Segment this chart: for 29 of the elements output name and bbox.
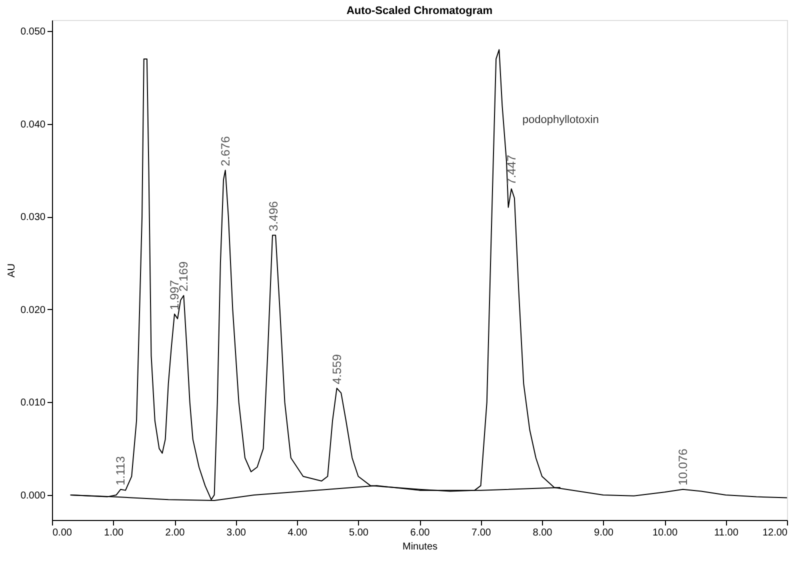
x-tick-label: 3.00 <box>226 528 246 538</box>
x-tick-label: 7.00 <box>472 528 492 538</box>
y-tick-label: 0.030 <box>20 212 46 224</box>
y-tick-label: 0.040 <box>20 119 46 130</box>
annotation: podophyllotoxin <box>522 114 599 126</box>
x-tick-label: 4.00 <box>288 528 308 538</box>
x-tick-label: 8.00 <box>532 528 553 538</box>
x-tick-label: 10.00 <box>652 528 678 538</box>
y-axis-title: AU <box>6 264 18 278</box>
annotation: 7.447 <box>504 154 518 185</box>
x-tick-label: 9.00 <box>594 528 614 538</box>
x-tick-label: 5.00 <box>349 528 369 538</box>
x-tick-label: 12.00 <box>762 528 788 538</box>
y-tick-label: 0.050 <box>20 26 46 38</box>
annotation: 2.676 <box>218 136 232 166</box>
x-tick-label: 1.00 <box>104 528 124 538</box>
annotation: 3.496 <box>266 200 281 232</box>
chart-title: Auto-Scaled Chromatogram <box>346 5 493 17</box>
x-tick-label: 2.00 <box>165 528 186 538</box>
annotation: 4.559 <box>330 354 344 384</box>
y-tick-label: 0.010 <box>20 398 46 409</box>
x-tick-label: 0.00 <box>52 528 72 538</box>
annotation: 1.113 <box>114 456 128 486</box>
x-tick-label: 6.00 <box>410 528 430 538</box>
y-tick-label: 0.020 <box>20 304 46 316</box>
annotation: 10.076 <box>676 448 690 486</box>
y-tick-label: 0.000 <box>20 490 46 502</box>
x-axis-title: Minutes <box>402 542 438 552</box>
x-tick-label: 11.00 <box>714 528 739 538</box>
